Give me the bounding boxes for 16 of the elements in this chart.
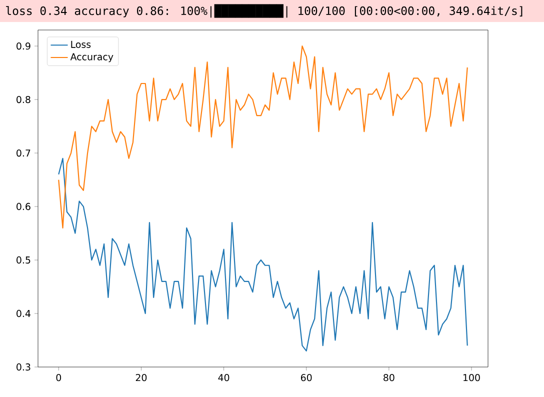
- x-tick-label: 100: [464, 374, 480, 382]
- x-tick-label: 20: [136, 374, 147, 382]
- x-tick-label: 60: [300, 374, 312, 382]
- legend-label: Accuracy: [70, 53, 114, 62]
- y-tick-label: 0.7: [16, 149, 30, 157]
- x-tick-label: 80: [384, 374, 394, 382]
- legend-label: Loss: [71, 40, 91, 48]
- y-tick-label: 0.8: [16, 96, 30, 104]
- y-tick-label: 0.5: [16, 256, 30, 264]
- y-tick-label: 0.3: [16, 363, 30, 371]
- chart-title: loss 0.34 accuracy 0.86: 100%|██████████| 100/100 [00:00<00:00, 349.64it/s]: [6, 4, 522, 18]
- y-tick-label: 0.6: [16, 202, 30, 210]
- y-tick-label: 0.4: [16, 310, 30, 318]
- x-tick-label: 40: [218, 374, 230, 382]
- y-tick-label: 0.9: [16, 42, 30, 50]
- x-tick-label: 0: [56, 374, 62, 382]
